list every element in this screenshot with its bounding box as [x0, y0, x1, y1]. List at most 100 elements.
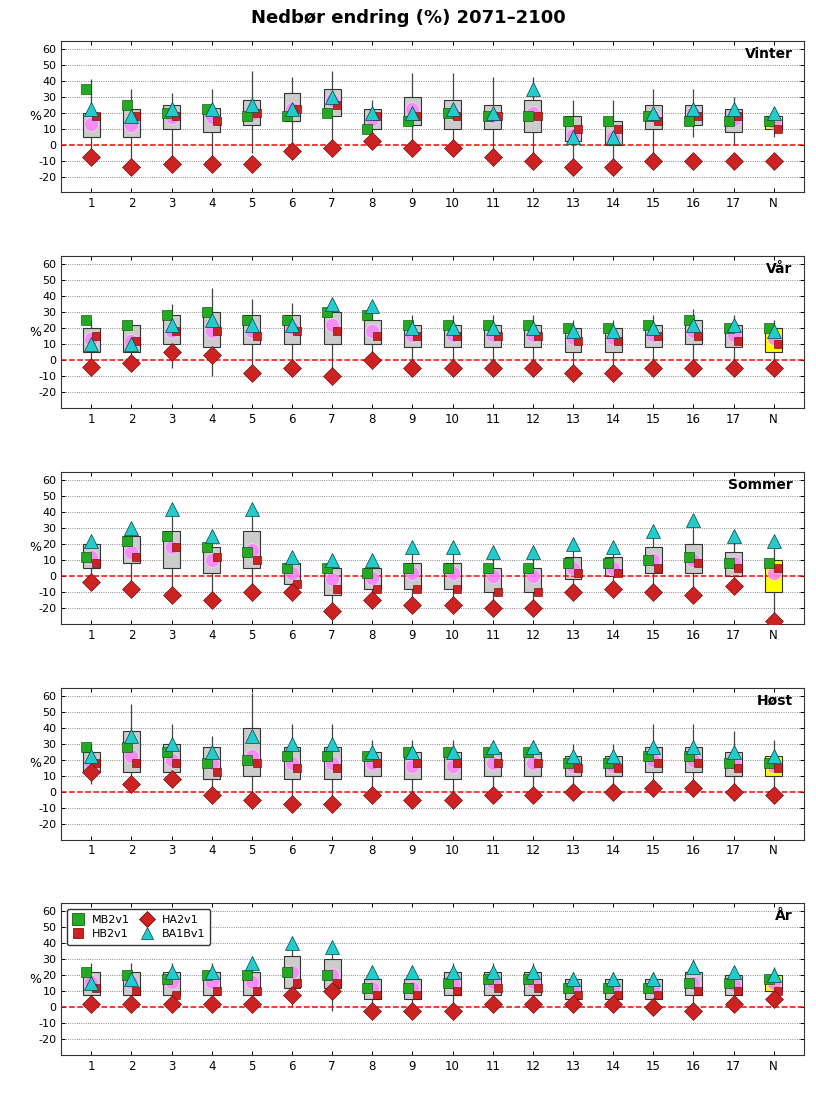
Text: Vår: Vår — [766, 262, 792, 276]
Bar — [364, 320, 381, 344]
Bar — [284, 93, 300, 121]
Bar — [685, 972, 702, 995]
Bar — [725, 751, 742, 776]
Bar — [324, 313, 340, 344]
Bar — [324, 568, 340, 595]
Bar — [765, 975, 782, 992]
Bar — [525, 325, 541, 348]
Bar — [645, 547, 662, 573]
Bar — [565, 557, 581, 579]
Bar — [404, 751, 421, 779]
Bar — [484, 568, 501, 592]
Bar — [123, 536, 140, 563]
Bar — [765, 328, 782, 352]
Bar — [243, 727, 260, 776]
Bar — [284, 747, 300, 779]
Bar — [243, 100, 260, 125]
Bar — [484, 325, 501, 348]
Bar — [444, 751, 461, 779]
Bar — [83, 113, 100, 136]
Bar — [605, 328, 622, 352]
Bar — [404, 325, 421, 348]
Bar — [364, 751, 381, 776]
Bar — [243, 316, 260, 344]
Bar — [725, 975, 742, 995]
Text: Høst: Høst — [756, 693, 792, 708]
Bar — [605, 757, 622, 776]
Bar — [163, 531, 180, 568]
Bar — [765, 757, 782, 776]
Bar — [364, 568, 381, 589]
Text: Vinter: Vinter — [745, 47, 792, 60]
Bar — [203, 547, 220, 573]
Bar — [685, 104, 702, 125]
Bar — [324, 960, 340, 988]
Bar — [243, 972, 260, 995]
Bar — [525, 972, 541, 995]
Bar — [364, 110, 381, 128]
Bar — [685, 320, 702, 344]
Bar — [284, 316, 300, 344]
Bar — [284, 563, 300, 584]
Bar — [404, 979, 421, 999]
Bar — [83, 751, 100, 772]
Bar — [324, 89, 340, 116]
Bar — [484, 104, 501, 128]
Bar — [565, 979, 581, 999]
Bar — [525, 100, 541, 132]
Text: Nedbør endring (%) 2071–2100: Nedbør endring (%) 2071–2100 — [251, 9, 565, 26]
Bar — [203, 747, 220, 779]
Y-axis label: %: % — [29, 973, 42, 986]
Bar — [645, 325, 662, 348]
Bar — [163, 316, 180, 344]
Y-axis label: %: % — [29, 542, 42, 554]
Bar — [565, 328, 581, 352]
Bar — [83, 972, 100, 995]
Bar — [685, 747, 702, 772]
Bar — [525, 568, 541, 592]
Bar — [163, 972, 180, 995]
Bar — [243, 531, 260, 568]
Bar — [163, 104, 180, 128]
Bar — [83, 328, 100, 352]
Bar — [725, 110, 742, 132]
Bar — [163, 744, 180, 772]
Y-axis label: %: % — [29, 757, 42, 770]
Bar — [203, 972, 220, 995]
Bar — [404, 563, 421, 589]
Bar — [83, 544, 100, 568]
Bar — [645, 104, 662, 128]
Bar — [123, 110, 140, 136]
Bar — [605, 557, 622, 576]
Y-axis label: %: % — [29, 326, 42, 339]
Bar — [685, 544, 702, 573]
Bar — [284, 957, 300, 988]
Bar — [484, 972, 501, 995]
Bar — [444, 972, 461, 995]
Bar — [404, 97, 421, 125]
Bar — [364, 979, 381, 999]
Bar — [444, 100, 461, 128]
Bar — [123, 325, 140, 352]
Bar — [765, 559, 782, 592]
Bar — [484, 751, 501, 776]
Bar — [444, 325, 461, 348]
Bar — [203, 313, 220, 348]
Bar — [765, 116, 782, 128]
Bar — [725, 552, 742, 576]
Y-axis label: %: % — [29, 110, 42, 123]
Bar — [203, 108, 220, 132]
Bar — [525, 751, 541, 776]
Bar — [123, 972, 140, 995]
Bar — [123, 731, 140, 772]
Bar — [605, 979, 622, 999]
Legend: MB2v1, HB2v1, HA2v1, BA1Bv1: MB2v1, HB2v1, HA2v1, BA1Bv1 — [67, 909, 211, 945]
Text: Sommer: Sommer — [728, 478, 792, 493]
Bar — [645, 747, 662, 772]
Text: År: År — [775, 909, 792, 924]
Bar — [605, 121, 622, 145]
Bar — [444, 563, 461, 589]
Bar — [645, 979, 662, 999]
Bar — [565, 116, 581, 142]
Bar — [324, 747, 340, 779]
